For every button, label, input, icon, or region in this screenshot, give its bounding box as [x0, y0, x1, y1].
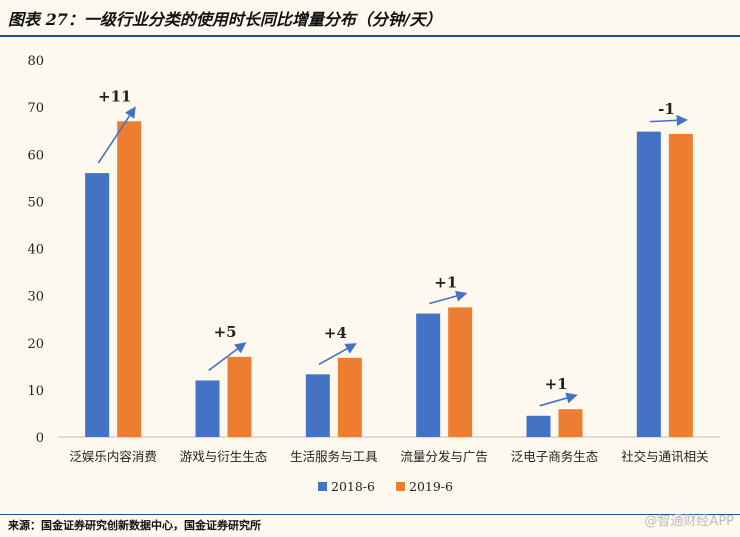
legend-label: 2019-6 — [409, 479, 453, 494]
change-arrow — [208, 342, 247, 372]
legend-swatch — [318, 482, 327, 491]
change-label: +5 — [214, 323, 237, 341]
change-label: +1 — [434, 273, 457, 291]
x-category-label: 泛电子商务生态 — [511, 449, 599, 464]
legend-swatch — [396, 482, 405, 491]
y-tick-label: 20 — [27, 337, 44, 352]
y-tick-label: 40 — [27, 243, 44, 258]
change-label: +4 — [324, 324, 347, 342]
y-tick-label: 50 — [27, 195, 44, 210]
change-label: +1 — [545, 375, 568, 393]
bar-2018-6 — [305, 374, 330, 437]
change-arrow — [539, 392, 578, 407]
y-tick-label: 70 — [27, 101, 44, 116]
x-category-label: 流量分发与广告 — [400, 449, 488, 464]
bar-2019-6 — [448, 307, 473, 437]
bar-2018-6 — [636, 131, 661, 437]
change-label: -1 — [658, 100, 675, 118]
change-label: +11 — [98, 87, 131, 105]
bar-2019-6 — [337, 357, 362, 437]
footer-rule — [0, 514, 740, 515]
bar-2019-6 — [227, 356, 252, 437]
change-arrow — [97, 106, 136, 164]
legend-label: 2018-6 — [331, 479, 375, 494]
y-tick-label: 30 — [27, 290, 44, 305]
bar-2019-6 — [668, 133, 693, 437]
x-category-label: 泛娱乐内容消费 — [69, 449, 157, 464]
bar-2018-6 — [85, 173, 110, 437]
chart-title: 图表 27：一级行业分类的使用时长同比增量分布（分钟/天） — [8, 10, 442, 29]
x-category-label: 生活服务与工具 — [290, 449, 378, 464]
bar-2018-6 — [526, 415, 551, 437]
source-note: 来源：国金证券研究创新数据中心，国金证券研究所 — [8, 519, 261, 532]
y-tick-label: 80 — [27, 54, 44, 69]
bar-2019-6 — [558, 409, 583, 437]
change-arrow — [649, 114, 688, 127]
change-arrow — [318, 343, 357, 366]
bar-2019-6 — [117, 121, 142, 437]
bar-2018-6 — [195, 380, 220, 437]
y-tick-label: 60 — [27, 148, 44, 163]
change-arrow — [429, 290, 468, 305]
x-category-label: 社交与通讯相关 — [621, 449, 709, 464]
bar-2018-6 — [416, 313, 441, 437]
y-tick-label: 0 — [36, 431, 44, 446]
title-rule — [0, 35, 740, 37]
y-tick-label: 10 — [27, 384, 44, 399]
x-category-label: 游戏与衍生生态 — [180, 449, 268, 464]
watermark: @智通财经APP — [644, 514, 734, 529]
